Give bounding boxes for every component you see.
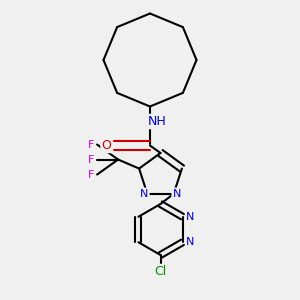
- Text: N: N: [186, 237, 194, 247]
- Text: N: N: [172, 189, 181, 199]
- Text: N: N: [186, 212, 194, 222]
- Text: N: N: [140, 189, 148, 199]
- Text: F: F: [88, 140, 94, 149]
- Text: NH: NH: [148, 115, 167, 128]
- Text: O: O: [102, 139, 111, 152]
- Text: Cl: Cl: [154, 265, 166, 278]
- Text: F: F: [88, 154, 94, 164]
- Text: F: F: [88, 169, 94, 179]
